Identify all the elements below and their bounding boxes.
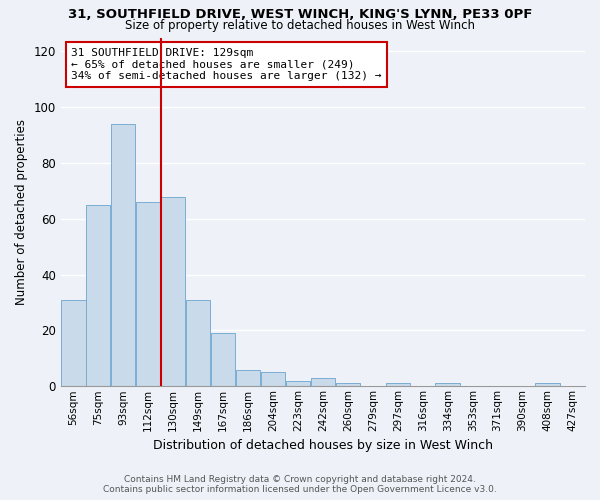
Text: 31, SOUTHFIELD DRIVE, WEST WINCH, KING'S LYNN, PE33 0PF: 31, SOUTHFIELD DRIVE, WEST WINCH, KING'S…: [68, 8, 532, 20]
Text: Size of property relative to detached houses in West Winch: Size of property relative to detached ho…: [125, 18, 475, 32]
Bar: [311, 378, 335, 386]
Text: 31 SOUTHFIELD DRIVE: 129sqm
← 65% of detached houses are smaller (249)
34% of se: 31 SOUTHFIELD DRIVE: 129sqm ← 65% of det…: [71, 48, 382, 81]
Bar: [186, 300, 211, 386]
X-axis label: Distribution of detached houses by size in West Winch: Distribution of detached houses by size …: [153, 440, 493, 452]
Bar: [236, 370, 260, 386]
Text: Contains HM Land Registry data © Crown copyright and database right 2024.
Contai: Contains HM Land Registry data © Crown c…: [103, 474, 497, 494]
Bar: [261, 372, 285, 386]
Bar: [335, 384, 360, 386]
Bar: [535, 384, 560, 386]
Y-axis label: Number of detached properties: Number of detached properties: [15, 119, 28, 305]
Bar: [161, 196, 185, 386]
Bar: [61, 300, 86, 386]
Bar: [386, 384, 410, 386]
Bar: [86, 205, 110, 386]
Bar: [436, 384, 460, 386]
Bar: [211, 334, 235, 386]
Bar: [111, 124, 136, 386]
Bar: [136, 202, 160, 386]
Bar: [286, 380, 310, 386]
